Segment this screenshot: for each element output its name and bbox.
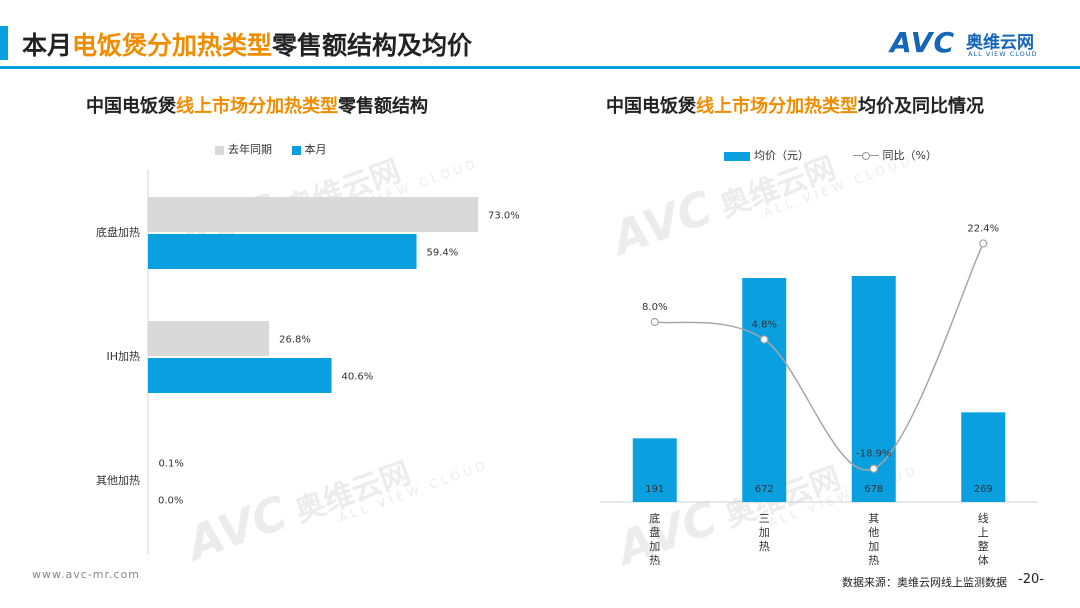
- title-bar: 本月电饭煲分加热类型零售额结构及均价 AVC 奥维云网 ALL VIEW CLO…: [0, 0, 1080, 70]
- right-chart-yoy-label: 8.0%: [642, 302, 667, 313]
- right-chart-bar: [851, 276, 896, 502]
- right-chart-title: 中国电饭煲线上市场分加热类型均价及同比情况: [606, 96, 984, 117]
- left-chart-bar: [148, 234, 417, 269]
- right-chart-yoy-label: -18.9%: [856, 449, 891, 460]
- right-chart-tick-label: 其: [868, 512, 879, 525]
- left-chart-legend: 去年同期 本月: [215, 141, 343, 157]
- right-chart-tick-label: 上: [978, 526, 989, 539]
- legend-item-yoy: 同比（%）: [852, 147, 937, 163]
- right-chart-tick-label: 热: [868, 554, 879, 565]
- legend-swatch-this-month: [291, 145, 301, 155]
- left-chart-bar: [148, 358, 332, 393]
- right-chart-tick-label: 他: [868, 526, 879, 539]
- page-title-post: 零售额结构及均价: [272, 31, 473, 60]
- right-chart-yoy-label: 4.8%: [752, 319, 777, 330]
- right-chart-bar-label: 269: [974, 484, 993, 495]
- right-chart-tick-label: 体: [978, 553, 989, 565]
- left-chart-data-label: 0.1%: [158, 459, 183, 470]
- legend-swatch-last-year: [215, 145, 224, 155]
- left-chart-data-label: 40.6%: [342, 372, 374, 383]
- logo-en-text: ALL VIEW CLOUD: [968, 50, 1038, 58]
- right-chart-yoy-line: [654, 243, 984, 471]
- legend-swatch-avg-price: [724, 151, 750, 161]
- legend-item-avg-price: 均价（元）: [724, 147, 809, 163]
- page-title: 本月电饭煲分加热类型零售额结构及均价: [22, 26, 472, 62]
- left-chart-data-label: 59.4%: [427, 248, 459, 259]
- right-chart-tick-label: 热: [649, 554, 660, 565]
- right-chart-bar: [961, 412, 1006, 502]
- right-chart-tick-label: 线: [978, 511, 989, 525]
- legend-item-this-month: 本月: [291, 141, 327, 157]
- right-chart-yoy-label: 22.4%: [967, 223, 999, 234]
- right-chart-yoy-point: [979, 239, 988, 248]
- left-bar-chart: 底盘加热 73.0% 59.4% IH加热 26.8% 40.6% 其他加热 0.1% 0.0%: [96, 170, 520, 554]
- title-divider: [0, 66, 1080, 69]
- avc-logo: AVC 奥维云网 ALL VIEW CLOUD: [890, 26, 1065, 60]
- right-chart-tick-label: 盘: [649, 525, 660, 539]
- legend-item-last-year: 去年同期: [215, 141, 272, 157]
- legend-line-yoy: [852, 151, 879, 161]
- logo-avc-text: AVC: [890, 26, 955, 59]
- page-title-pre: 本月: [22, 31, 73, 60]
- right-combo-chart: 191底盘加热672三加热678其他加热269线上整体8.0%4.8%-18.9…: [600, 223, 1038, 565]
- left-chart-bar: [148, 321, 270, 356]
- right-chart-tick-label: 加: [868, 540, 879, 553]
- page-title-highlight: 电饭煲分加热类型: [72, 31, 273, 60]
- right-chart-tick-label: 底: [649, 511, 660, 525]
- right-chart-bar: [632, 438, 677, 502]
- footer-source: 数据来源：奥维云网线上监测数据: [842, 576, 1007, 589]
- footer-url: www.avc-mr.com: [32, 568, 140, 581]
- left-chart-data-label: 73.0%: [488, 211, 520, 222]
- right-chart-yoy-point: [650, 317, 659, 327]
- right-chart-tick-label: 加: [649, 540, 660, 553]
- left-chart-category-label: IH加热: [106, 350, 140, 363]
- left-chart-category-label: 底盘加热: [96, 225, 140, 239]
- right-chart-legend: 均价（元） 同比（%）: [724, 147, 953, 163]
- left-chart-data-label: 0.0%: [158, 496, 183, 507]
- right-chart-tick-label: 加: [759, 526, 770, 539]
- left-chart-data-label: 26.8%: [279, 335, 311, 346]
- right-chart-tick-label: 整: [978, 539, 989, 553]
- right-chart-bar: [742, 278, 787, 502]
- right-chart-bar-label: 191: [645, 484, 664, 495]
- right-chart-bar-label: 678: [864, 484, 883, 495]
- title-accent-bar: [0, 26, 8, 60]
- right-chart-bar-label: 672: [755, 484, 774, 495]
- right-chart-yoy-point: [760, 335, 769, 344]
- left-chart-category-label: 其他加热: [96, 474, 140, 487]
- right-chart-yoy-point: [869, 464, 878, 473]
- right-chart-tick-label: 三: [759, 512, 770, 525]
- left-chart-title: 中国电饭煲线上市场分加热类型零售额结构: [86, 96, 428, 117]
- logo-cn-text: 奥维云网: [966, 33, 1034, 53]
- right-chart-tick-label: 热: [759, 540, 770, 553]
- left-chart-bar: [148, 197, 478, 232]
- page-number: -20-: [1018, 572, 1044, 587]
